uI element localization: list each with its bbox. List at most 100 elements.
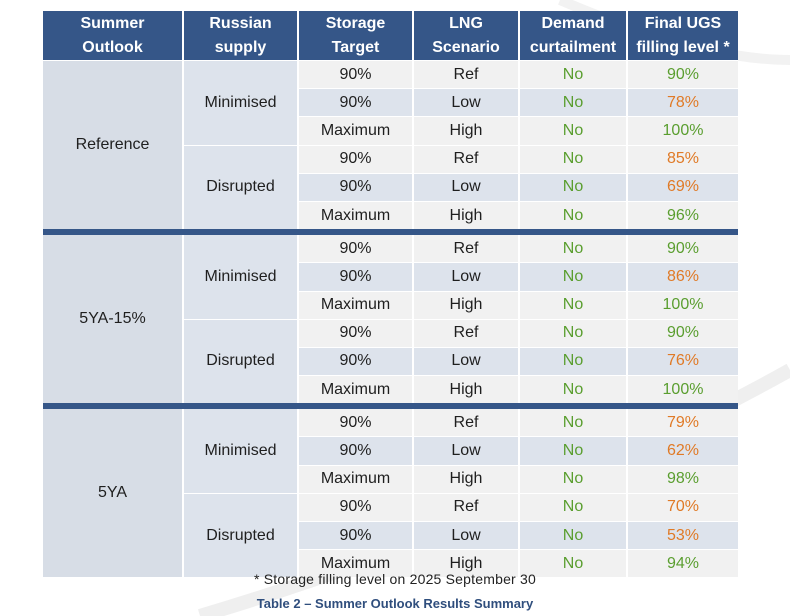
table-row: Reference Minimised 90% Ref No 90% bbox=[43, 59, 738, 233]
storage-target-cell: 90% bbox=[297, 172, 413, 202]
summer-outlook-cell: 5YA-15% bbox=[43, 229, 183, 407]
storage-target-cell: 90% bbox=[297, 403, 413, 437]
lng-scenario-cell: Low bbox=[412, 88, 519, 117]
lng-scenario-cell: Ref bbox=[412, 144, 519, 174]
russian-supply-cell: Minimised bbox=[182, 60, 298, 146]
demand-curtailment-cell: No bbox=[518, 144, 627, 174]
demand-curtailment-cell: No bbox=[518, 403, 627, 437]
header-summer-outlook: Summer Outlook bbox=[43, 11, 183, 61]
summer-outlook-cell: Reference bbox=[43, 60, 183, 233]
header-russian-supply: Russian supply bbox=[182, 11, 298, 61]
table-row: Maximum High No 94% bbox=[43, 549, 738, 578]
lng-scenario-cell: High bbox=[412, 200, 519, 233]
russian-supply-cell: Minimised bbox=[182, 229, 298, 320]
lng-scenario-cell: Ref bbox=[412, 492, 519, 522]
header-final-ugs-filling: Final UGS filling level * bbox=[626, 11, 738, 61]
table-row: Disrupted 90% Ref No 90% bbox=[43, 318, 738, 407]
storage-target-cell: 90% bbox=[297, 88, 413, 117]
demand-curtailment-cell: No bbox=[518, 116, 627, 146]
storage-target-cell: 90% bbox=[297, 59, 413, 89]
storage-target-cell: 90% bbox=[297, 346, 413, 376]
header-row: Summer Outlook Russian supply Storage Targe… bbox=[43, 11, 738, 61]
russian-supply-cell: Disrupted bbox=[182, 492, 298, 578]
table-body: Reference Minimised 90% Ref No 90% 90% Low No 78%… bbox=[43, 59, 738, 578]
lng-scenario-cell: Ref bbox=[412, 318, 519, 348]
russian-supply-cell: Disrupted bbox=[182, 318, 298, 407]
storage-target-cell: 90% bbox=[297, 262, 413, 291]
lng-scenario-cell: Ref bbox=[412, 403, 519, 437]
lng-scenario-cell: High bbox=[412, 464, 519, 494]
storage-target-cell: Maximum bbox=[297, 290, 413, 320]
lng-scenario-cell: Low bbox=[412, 520, 519, 550]
table-caption: Table 2 – Summer Outlook Results Summary bbox=[256, 596, 534, 611]
final-filling-cell: 79% bbox=[626, 403, 738, 437]
header-storage-target: Storage Target bbox=[297, 11, 413, 61]
storage-target-cell: 90% bbox=[297, 318, 413, 348]
table-row: 90% Low No 62% bbox=[43, 436, 738, 466]
final-filling-cell: 90% bbox=[626, 229, 738, 263]
lng-scenario-cell: Low bbox=[412, 172, 519, 202]
storage-target-cell: 90% bbox=[297, 520, 413, 550]
table-row: Maximum High No 100% bbox=[43, 116, 738, 146]
demand-curtailment-cell: No bbox=[518, 375, 627, 407]
demand-curtailment-cell: No bbox=[518, 229, 627, 263]
demand-curtailment-cell: No bbox=[518, 172, 627, 202]
demand-curtailment-cell: No bbox=[518, 492, 627, 522]
final-filling-cell: 98% bbox=[626, 464, 738, 494]
storage-target-cell: 90% bbox=[297, 436, 413, 466]
table-row: 5YA-15% Minimised 90% Ref No 90% bbox=[43, 229, 738, 407]
header-lng-scenario: LNG Scenario bbox=[412, 11, 519, 61]
final-filling-cell: 62% bbox=[626, 436, 738, 466]
table-row: 5YA Minimised 90% Ref No 79% bbox=[43, 403, 738, 578]
storage-target-cell: 90% bbox=[297, 144, 413, 174]
lng-scenario-cell: High bbox=[412, 290, 519, 320]
final-filling-cell: 78% bbox=[626, 88, 738, 117]
final-filling-cell: 53% bbox=[626, 520, 738, 550]
russian-supply-cell: Minimised bbox=[182, 403, 298, 494]
lng-scenario-cell: Low bbox=[412, 262, 519, 291]
table-row: Maximum High No 96% bbox=[43, 200, 738, 233]
final-filling-cell: 100% bbox=[626, 375, 738, 407]
header-demand-curtailment: Demand curtailment bbox=[518, 11, 627, 61]
demand-curtailment-cell: No bbox=[518, 262, 627, 291]
demand-curtailment-cell: No bbox=[518, 59, 627, 89]
summer-outlook-cell: 5YA bbox=[43, 403, 183, 578]
lng-scenario-cell: High bbox=[412, 375, 519, 407]
demand-curtailment-cell: No bbox=[518, 290, 627, 320]
table-row: Maximum High No 100% bbox=[43, 375, 738, 407]
demand-curtailment-cell: No bbox=[518, 520, 627, 550]
demand-curtailment-cell: No bbox=[518, 464, 627, 494]
russian-supply-cell: Disrupted bbox=[182, 144, 298, 233]
storage-target-cell: 90% bbox=[297, 492, 413, 522]
lng-scenario-cell: High bbox=[412, 116, 519, 146]
final-filling-cell: 90% bbox=[626, 59, 738, 89]
lng-scenario-cell: Low bbox=[412, 346, 519, 376]
final-filling-cell: 70% bbox=[626, 492, 738, 522]
results-summary-table: Summer Outlook Russian supply Storage Targe… bbox=[43, 11, 738, 578]
table-row: 90% Low No 69% bbox=[43, 172, 738, 202]
storage-target-cell: Maximum bbox=[297, 464, 413, 494]
table-row: Maximum High No 98% bbox=[43, 464, 738, 494]
lng-scenario-cell: Ref bbox=[412, 229, 519, 263]
lng-scenario-cell: High bbox=[412, 549, 519, 578]
storage-target-cell: Maximum bbox=[297, 549, 413, 578]
lng-scenario-cell: Ref bbox=[412, 59, 519, 89]
final-filling-cell: 85% bbox=[626, 144, 738, 174]
table-row: 90% Low No 86% bbox=[43, 262, 738, 291]
table-row: 90% Low No 53% bbox=[43, 520, 738, 550]
final-filling-cell: 90% bbox=[626, 318, 738, 348]
demand-curtailment-cell: No bbox=[518, 88, 627, 117]
demand-curtailment-cell: No bbox=[518, 346, 627, 376]
lng-scenario-cell: Low bbox=[412, 436, 519, 466]
demand-curtailment-cell: No bbox=[518, 436, 627, 466]
demand-curtailment-cell: No bbox=[518, 318, 627, 348]
demand-curtailment-cell: No bbox=[518, 200, 627, 233]
demand-curtailment-cell: No bbox=[518, 549, 627, 578]
footnote: * Storage filling level on 2025 Septembe… bbox=[254, 571, 536, 587]
final-filling-cell: 69% bbox=[626, 172, 738, 202]
final-filling-cell: 76% bbox=[626, 346, 738, 376]
storage-target-cell: Maximum bbox=[297, 200, 413, 233]
table-row: Disrupted 90% Ref No 85% bbox=[43, 144, 738, 233]
table-row: Maximum High No 100% bbox=[43, 290, 738, 320]
table-row: 90% Low No 76% bbox=[43, 346, 738, 376]
